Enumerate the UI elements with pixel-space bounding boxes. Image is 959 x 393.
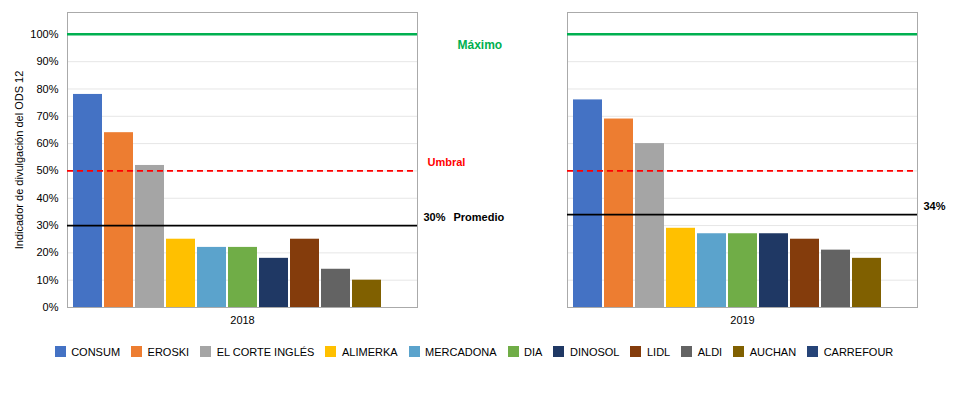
svg-text:40%: 40% [36,192,58,204]
html-text:DIA: DIA [524,345,543,358]
html-text:EL CORTE INGLÉS: EL CORTE INGLÉS [216,345,315,358]
html-text:DINOSOL: DINOSOL [570,345,620,358]
svg-text:Indicador de divulgación del O: Indicador de divulgación del ODS 12 [13,71,25,250]
html-text:CARREFOUR: CARREFOUR [823,345,894,358]
html-text:LIDL: LIDL [647,345,671,358]
svg-text:0%: 0% [43,301,59,313]
svg-text:Máximo: Máximo [458,38,503,52]
svg-text:34%: 34% [924,200,946,212]
svg-text:30%: 30% [424,211,446,223]
svg-text:Umbral: Umbral [428,156,466,168]
svg-text:2019: 2019 [730,314,754,326]
svg-text:Promedio: Promedio [454,211,505,223]
svg-text:20%: 20% [36,246,58,258]
html-text:CONSUM: CONSUM [71,345,121,358]
svg-text:50%: 50% [36,164,58,176]
svg-text:2018: 2018 [230,314,254,326]
svg-text:10%: 10% [36,274,58,286]
svg-text:70%: 70% [36,110,58,122]
html-text:EROSKI: EROSKI [147,345,190,358]
html-text:ALIMERKA: ALIMERKA [342,345,398,358]
html-text:MERCADONA: MERCADONA [425,345,497,358]
svg-text:90%: 90% [36,55,58,67]
svg-text:80%: 80% [36,83,58,95]
svg-text:100%: 100% [30,28,58,40]
html-text:AUCHAN: AUCHAN [749,345,797,358]
svg-text:60%: 60% [36,137,58,149]
svg-text:30%: 30% [36,219,58,231]
html-text:ALDI: ALDI [697,345,723,358]
